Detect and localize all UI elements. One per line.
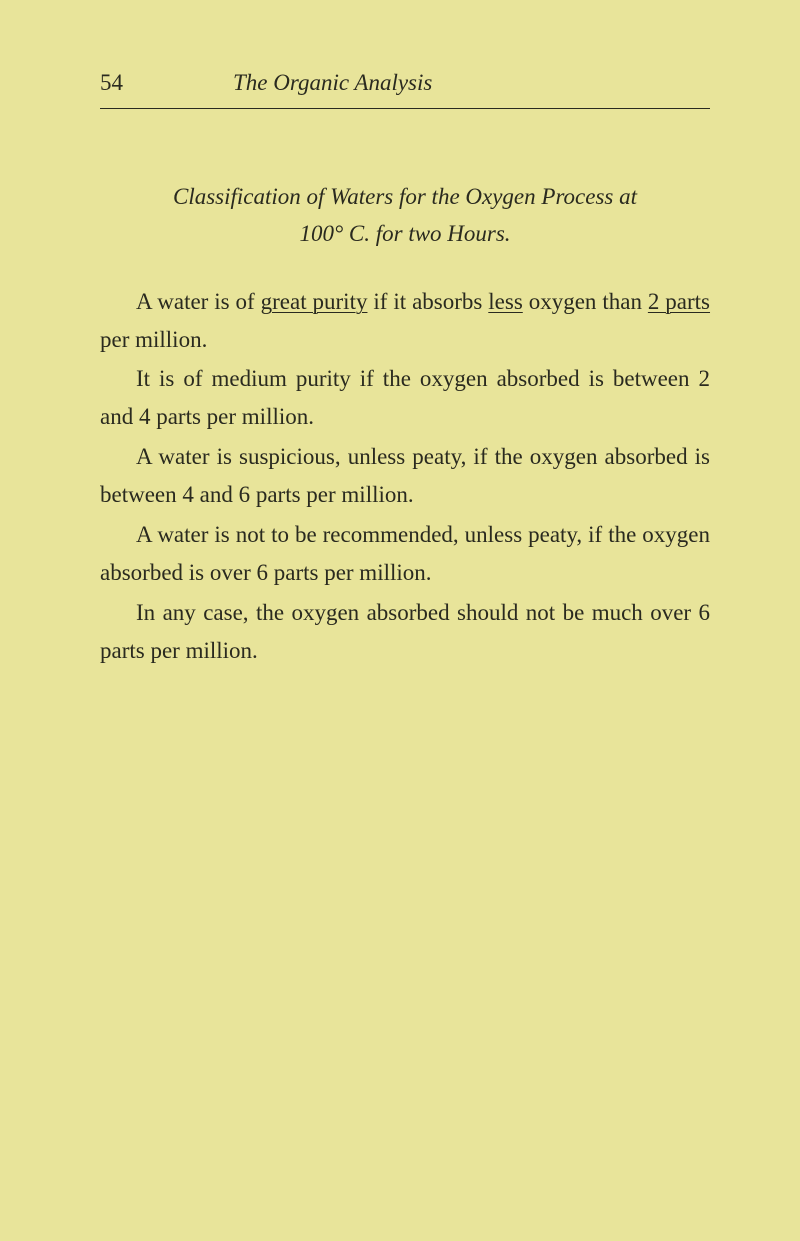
page-number: 54 [100, 70, 123, 96]
paragraph-4: A water is not to be recommended, unless… [100, 516, 710, 592]
paragraph-1-underline-1: great purity [261, 289, 368, 314]
section-title-line-1: Classification of Waters for the Oxygen … [173, 184, 637, 209]
paragraph-1-text-mid: if it absorbs [367, 289, 488, 314]
section-title: Classification of Waters for the Oxygen … [100, 179, 710, 253]
paragraph-1-text-post: oxygen than [523, 289, 648, 314]
header-divider [100, 108, 710, 109]
running-title: The Organic Analysis [233, 70, 432, 96]
paragraph-3: A water is suspicious, unless peaty, if … [100, 438, 710, 514]
paragraph-1: A water is of great purity if it absorbs… [100, 283, 710, 359]
page-header: 54 The Organic Analysis [100, 70, 710, 96]
paragraph-1-underline-2: less [488, 289, 523, 314]
paragraph-2: It is of medium purity if the oxygen abs… [100, 360, 710, 436]
paragraph-1-text-end: per million. [100, 327, 207, 352]
paragraph-1-underline-3: 2 parts [648, 289, 710, 314]
paragraph-1-text-pre: A water is of [136, 289, 261, 314]
paragraph-5: In any case, the oxygen absorbed should … [100, 594, 710, 670]
section-title-line-2: 100° C. for two Hours. [299, 221, 510, 246]
